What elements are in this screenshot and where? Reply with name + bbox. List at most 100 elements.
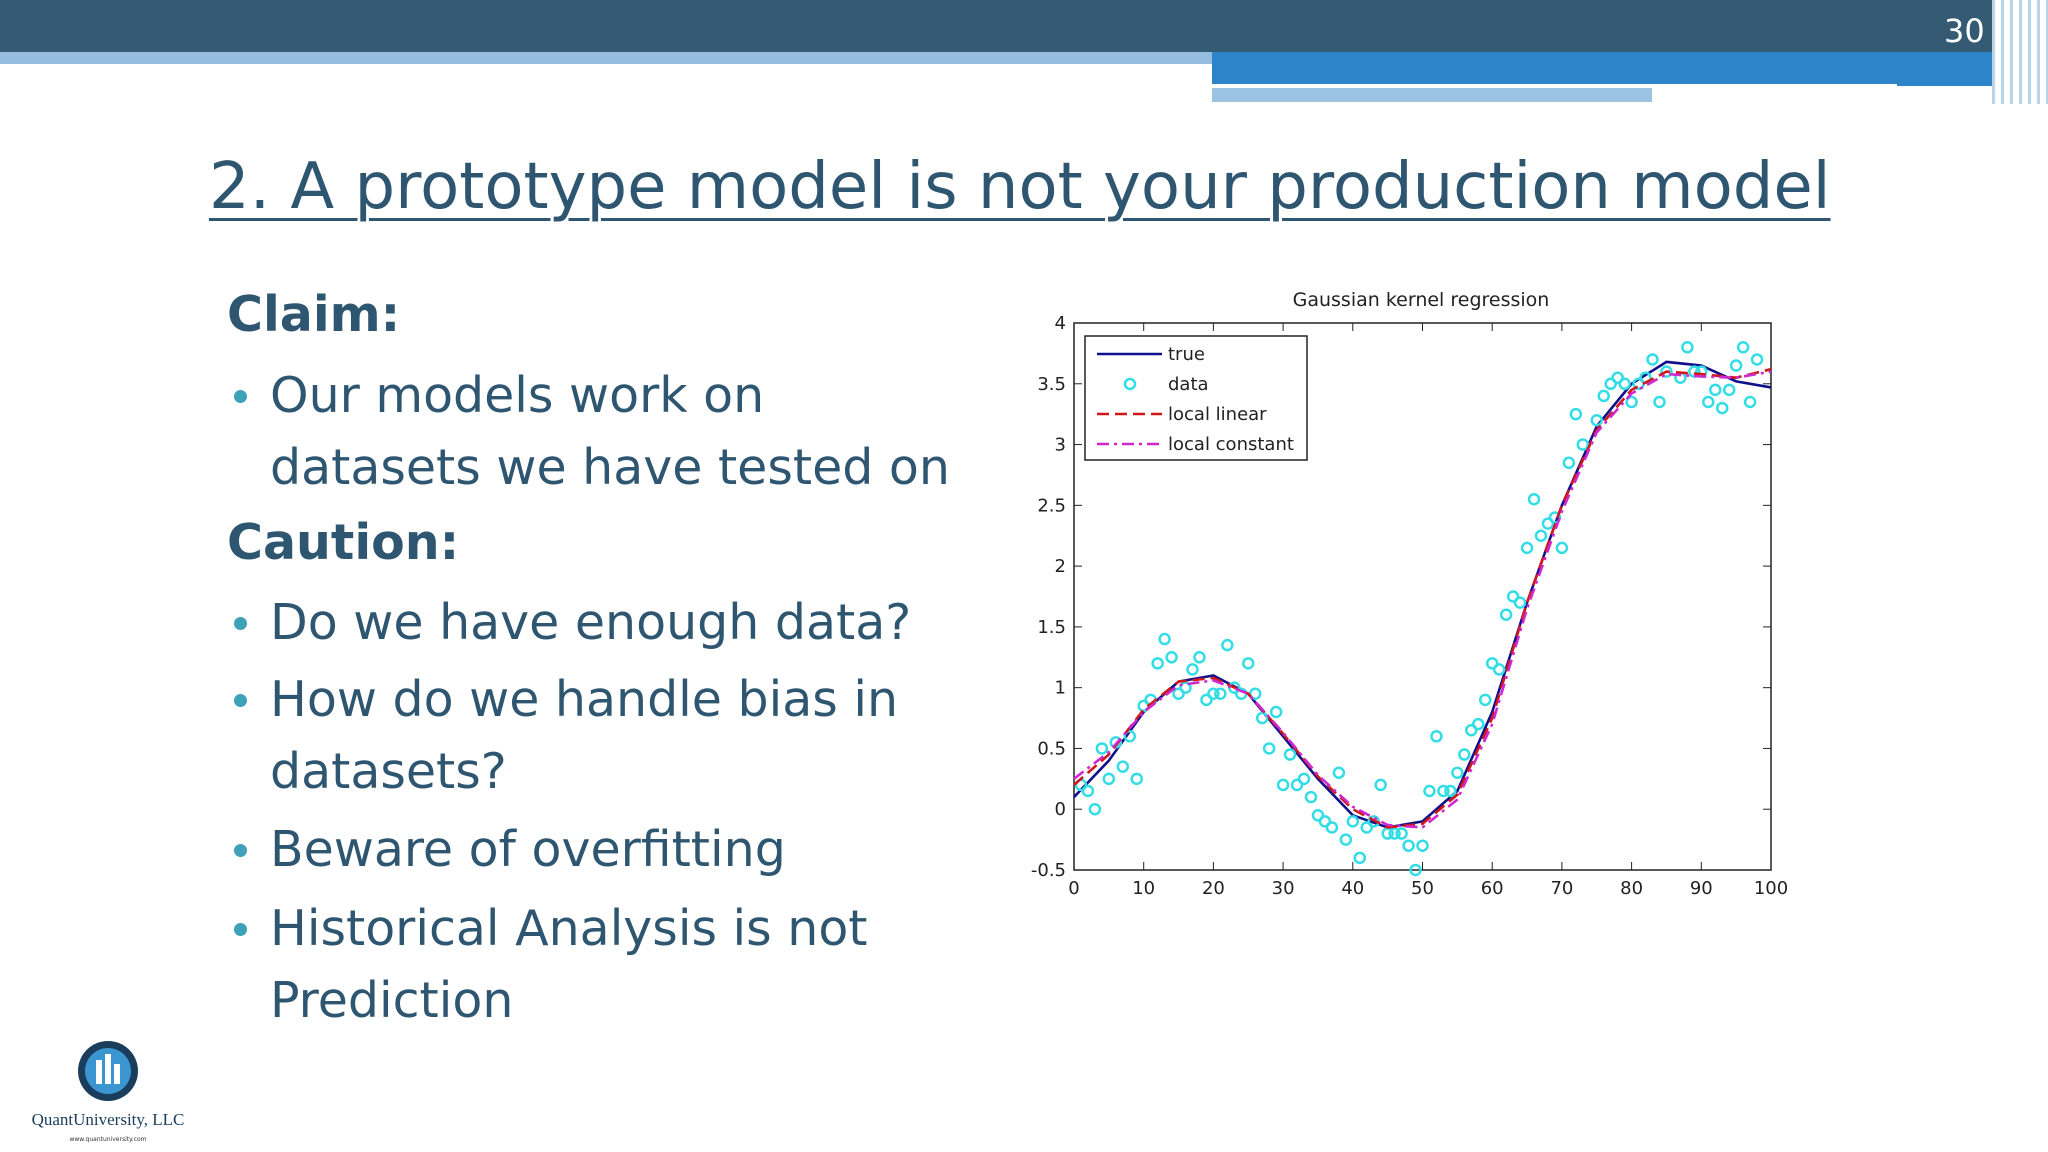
logo-bar — [105, 1054, 111, 1084]
data-point — [1193, 651, 1206, 664]
y-tick-label: 3 — [1055, 435, 1066, 456]
legend-marker — [1123, 377, 1137, 391]
data-point — [1625, 395, 1638, 409]
data-point — [1416, 839, 1429, 852]
y-tick-label: 1 — [1055, 678, 1066, 699]
y-tick-label: -0.5 — [1031, 860, 1066, 881]
y-tick-label: 2 — [1055, 556, 1066, 577]
data-point — [1548, 511, 1562, 524]
data-point — [1702, 395, 1715, 409]
data-point — [1569, 407, 1583, 421]
data-point — [1729, 359, 1743, 372]
data-point — [1465, 723, 1478, 737]
data-point — [1221, 638, 1234, 652]
line — [1073, 360, 1772, 829]
data-point — [1172, 687, 1185, 700]
bullet: Our models work on datasets we have test… — [234, 360, 950, 504]
data-point — [1715, 401, 1729, 415]
data-point — [1681, 341, 1694, 354]
data-point — [1409, 863, 1422, 877]
header-block — [1212, 52, 2048, 86]
y-tick-label: 1.5 — [1037, 617, 1066, 638]
data-point — [1472, 717, 1485, 731]
data-point — [1353, 851, 1367, 865]
legend-label: local linear — [1168, 404, 1267, 425]
data-point — [1743, 395, 1757, 409]
data-point — [1200, 693, 1213, 707]
data-point — [1423, 784, 1436, 798]
data-point — [1402, 839, 1415, 852]
data-point — [1095, 742, 1109, 755]
data-point — [1158, 632, 1171, 646]
header-stripe — [1212, 88, 1652, 102]
heading: Caution: — [227, 514, 460, 571]
data-point — [1555, 541, 1569, 555]
x-tick-label: 100 — [1754, 878, 1788, 899]
data-point — [1618, 377, 1631, 391]
bullet: How do we handle bias in datasets? — [234, 664, 950, 808]
logo-bar — [96, 1060, 102, 1084]
bullet: Do we have enough data? — [234, 587, 950, 659]
data-point — [1130, 772, 1143, 786]
data-point — [1576, 438, 1590, 451]
chart-title: Gaussian kernel regression — [1293, 289, 1550, 311]
data-point — [1499, 608, 1513, 621]
slide-title: 2. A prototype model is not your product… — [209, 150, 1831, 224]
data-point — [1207, 687, 1220, 700]
data-point — [1269, 705, 1283, 719]
data-point — [1395, 827, 1408, 840]
data-point — [1388, 827, 1401, 840]
data-point — [1534, 529, 1548, 542]
data-point — [1276, 778, 1290, 792]
data-point — [1283, 748, 1297, 761]
line — [1073, 370, 1772, 829]
data-point — [1151, 657, 1164, 670]
data-point — [1604, 377, 1617, 391]
line — [1073, 367, 1772, 829]
data-point — [1255, 711, 1269, 725]
header-lines — [1992, 0, 2048, 104]
data-point — [1485, 657, 1499, 670]
x-tick-label: 20 — [1202, 878, 1225, 899]
data-point — [1304, 790, 1318, 804]
logo: QuantUniversity, LLC www.quantuniversity… — [32, 1041, 184, 1143]
data-point — [1332, 766, 1346, 780]
data-point — [1116, 760, 1130, 773]
bullet: Beware of overfitting — [234, 814, 950, 886]
data-point — [1186, 663, 1199, 676]
y-tick-label: 3.5 — [1037, 374, 1066, 395]
y-tick-label: 4 — [1055, 313, 1066, 334]
data-point — [1653, 395, 1666, 409]
data-point — [1339, 833, 1353, 846]
data-point — [1506, 590, 1520, 603]
data-point — [1346, 815, 1360, 828]
data-point — [1102, 772, 1116, 786]
x-tick-label: 90 — [1690, 878, 1713, 899]
data-point — [1248, 687, 1262, 700]
x-tick-label: 80 — [1620, 878, 1643, 899]
data-point — [1242, 657, 1255, 670]
x-tick-label: 10 — [1132, 878, 1155, 899]
x-tick-label: 60 — [1481, 878, 1504, 899]
data-point — [1123, 730, 1137, 743]
data-point — [1444, 784, 1457, 798]
data-point — [1527, 493, 1541, 506]
data-point — [1458, 748, 1471, 761]
data-point — [1660, 365, 1673, 378]
legend-label: data — [1168, 374, 1209, 395]
data-point — [1520, 541, 1534, 555]
data-point — [1492, 663, 1506, 676]
data-point — [1088, 802, 1102, 816]
header-stripe — [0, 52, 1212, 64]
heading: Claim: — [227, 286, 401, 343]
y-tick-label: 0.5 — [1037, 738, 1066, 759]
data-point — [1374, 778, 1387, 792]
data-point — [1297, 772, 1311, 786]
data-point — [1708, 383, 1722, 397]
y-tick-label: 0 — [1055, 799, 1066, 820]
data-point — [1513, 596, 1527, 609]
data-point — [1179, 681, 1192, 694]
data-point — [1262, 742, 1276, 755]
data-point — [1311, 809, 1325, 822]
